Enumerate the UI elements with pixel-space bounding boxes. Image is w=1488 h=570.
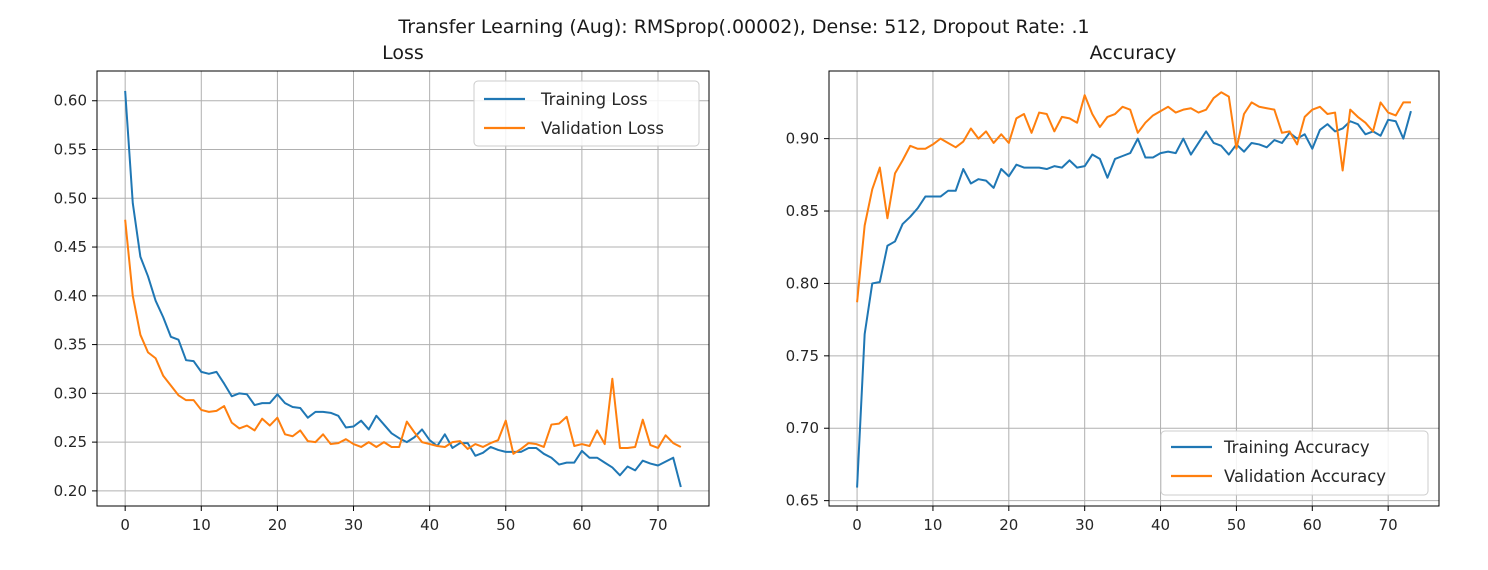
- accuracy-series-training-line: [856, 110, 1412, 488]
- accuracy-series-group: [856, 91, 1412, 488]
- loss-ytick-label: 0.35: [54, 336, 87, 354]
- loss-ytick-label: 0.60: [54, 92, 87, 110]
- accuracy-ticks: 0 10 20 30 40 50 60 70 0.65 0.70 0.75 0.80 0.85 0.90: [786, 130, 1398, 534]
- loss-legend: Training Loss Validation Loss: [473, 80, 700, 147]
- loss-ytick-label: 0.25: [54, 433, 87, 451]
- accuracy-xtick-label: 0: [852, 516, 862, 534]
- accuracy-ytick-label: 0.70: [786, 419, 819, 437]
- accuracy-xtick-label: 60: [1303, 516, 1322, 534]
- loss-ytick-label: 0.50: [54, 189, 87, 207]
- loss-series-group: [124, 90, 682, 488]
- loss-legend-label-training: Training Loss: [540, 90, 648, 109]
- loss-xtick-label: 40: [420, 516, 439, 534]
- loss-legend-label-validation: Validation Loss: [541, 119, 664, 138]
- accuracy-xtick-label: 40: [1151, 516, 1170, 534]
- loss-xtick-label: 60: [572, 516, 591, 534]
- loss-xtick-label: 30: [344, 516, 363, 534]
- accuracy-ytick-label: 0.65: [786, 492, 819, 510]
- accuracy-grid: [829, 71, 1439, 506]
- loss-ticks: 0 10 20 30 40 50 60 70 0.20 0.25 0.30 0.35 0.40 0.45 0…: [54, 92, 668, 534]
- accuracy-xtick-label: 50: [1227, 516, 1246, 534]
- accuracy-axes-frame: [828, 70, 1440, 507]
- accuracy-legend-label-validation: Validation Accuracy: [1224, 467, 1386, 486]
- loss-xtick-label: 70: [648, 516, 667, 534]
- loss-axes-frame: [96, 70, 710, 507]
- accuracy-ytick-label: 0.90: [786, 130, 819, 148]
- loss-legend-box: [473, 80, 700, 147]
- accuracy-series-validation-line: [856, 91, 1411, 303]
- loss-ytick-label: 0.20: [54, 482, 87, 500]
- loss-panel-title: Loss: [382, 42, 424, 64]
- accuracy-legend-label-training: Training Accuracy: [1223, 438, 1370, 457]
- accuracy-panel-title: Accuracy: [1090, 42, 1177, 64]
- accuracy-xtick-label: 10: [923, 516, 942, 534]
- loss-ytick-label: 0.30: [54, 384, 87, 402]
- accuracy-ytick-label: 0.80: [786, 274, 819, 292]
- loss-ytick-label: 0.40: [54, 287, 87, 305]
- figure-suptitle: Transfer Learning (Aug): RMSprop(.00002)…: [397, 16, 1089, 38]
- loss-xtick-label: 20: [268, 516, 287, 534]
- loss-xtick-label: 0: [120, 516, 130, 534]
- loss-xtick-label: 50: [496, 516, 515, 534]
- accuracy-xtick-label: 70: [1379, 516, 1398, 534]
- loss-xtick-label: 10: [192, 516, 211, 534]
- accuracy-ytick-label: 0.75: [786, 347, 819, 365]
- loss-ytick-label: 0.45: [54, 238, 87, 256]
- loss-panel: Loss 0 10 20 30 40 50 60 70 0.20 0.25 0.30 0.35 0.40…: [54, 42, 710, 534]
- accuracy-ytick-label: 0.85: [786, 202, 819, 220]
- loss-series-validation-line: [124, 219, 682, 455]
- loss-ytick-label: 0.55: [54, 141, 87, 159]
- accuracy-xtick-label: 30: [1075, 516, 1094, 534]
- loss-series-training-line: [124, 90, 682, 488]
- accuracy-legend-box: [1160, 430, 1429, 496]
- accuracy-panel: Accuracy 0 10 20 30 40 50 60 70 0.65 0.70 0.75 0.80…: [786, 42, 1440, 534]
- accuracy-legend: Training Accuracy Validation Accuracy: [1160, 430, 1429, 496]
- accuracy-xtick-label: 20: [999, 516, 1018, 534]
